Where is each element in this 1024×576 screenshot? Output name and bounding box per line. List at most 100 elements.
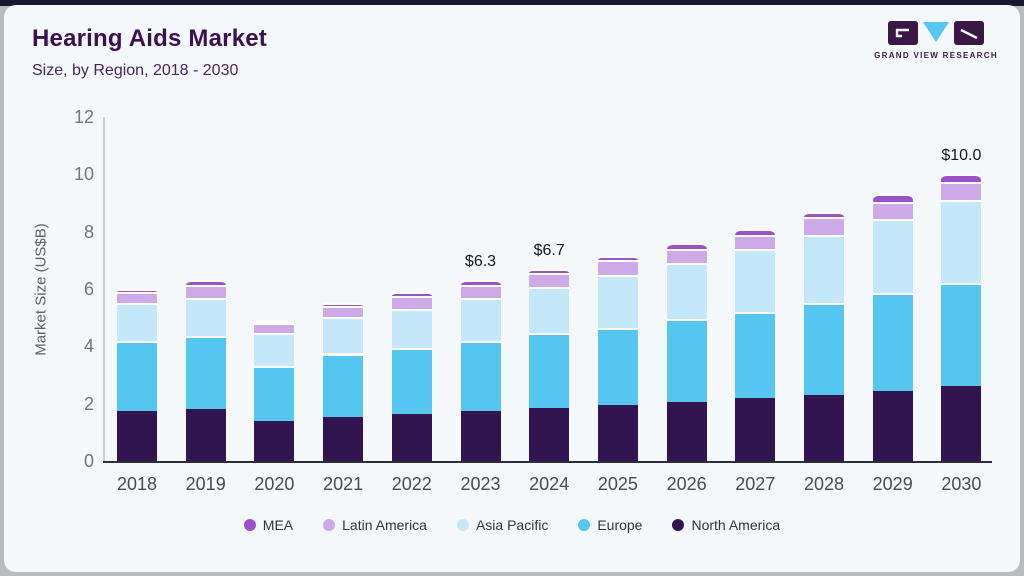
- gvr-logo-icon: [888, 21, 984, 47]
- x-axis-label-2020: 2020: [254, 474, 295, 494]
- bar-value-label-2023: $6.3: [464, 253, 497, 271]
- bar-segment-europe: [254, 366, 295, 421]
- bar-segment-north-america: [254, 420, 295, 461]
- x-axis-label-2023: 2023: [460, 474, 501, 494]
- bar-2023: [460, 280, 501, 461]
- stacked-bar-chart: Market Size (US$B) 0 2 4 6 8 10 12 2018 2019 2020…: [4, 5, 1020, 572]
- page-subtitle: Size, by Region, 2018 - 2030: [32, 62, 239, 79]
- gvr-g-block-icon: [888, 21, 918, 45]
- bar-2030: [941, 174, 982, 461]
- legend-dot-icon: [243, 519, 256, 531]
- bar-segment-north-america: [597, 405, 638, 461]
- page-title: Hearing Aids Market: [32, 25, 267, 52]
- bar-segment-latin-america: [872, 201, 913, 219]
- bar-segment-north-america: [804, 395, 844, 461]
- bar-segment-europe: [529, 333, 570, 408]
- y-axis-line: [103, 117, 105, 461]
- bar-segment-asia-pacific: [323, 317, 364, 354]
- bar-segment-asia-pacific: [597, 274, 638, 328]
- x-axis-line: [103, 461, 992, 463]
- bar-2028: [804, 211, 844, 461]
- legend-label: North America: [691, 517, 781, 533]
- bar-segment-asia-pacific: [117, 303, 157, 341]
- bar-2024: [529, 268, 570, 461]
- bar-segment-mea: [666, 243, 707, 249]
- bar-2027: [735, 228, 776, 461]
- y-tick-label: 4: [83, 336, 94, 357]
- x-axis-label-2029: 2029: [872, 474, 913, 494]
- y-tick-label: 2: [83, 393, 94, 414]
- bar-segment-latin-america: [460, 284, 501, 298]
- bar-segment-north-america: [185, 409, 226, 461]
- bar-segment-mea: [804, 211, 844, 218]
- chart-card: Hearing Aids Market Size, by Region, 201…: [4, 5, 1020, 572]
- bar-segment-europe: [597, 327, 638, 406]
- legend-dot-icon: [323, 519, 336, 531]
- bar-segment-north-america: [941, 386, 982, 461]
- bar-segment-mea: [941, 174, 982, 183]
- bar-2018: [117, 289, 157, 461]
- bar-segment-asia-pacific: [941, 200, 982, 284]
- x-axis-label-2024: 2024: [529, 474, 570, 494]
- bar-segment-latin-america: [391, 296, 432, 310]
- bar-2022: [391, 291, 432, 461]
- bar-segment-europe: [117, 340, 157, 411]
- legend-dot-icon: [456, 519, 469, 531]
- y-tick-label: 6: [83, 279, 94, 299]
- x-axis-label-2019: 2019: [185, 474, 226, 494]
- logo-text: GRAND VIEW RESEARCH: [874, 51, 998, 60]
- bar-segment-asia-pacific: [804, 234, 844, 304]
- bar-value-label-2030: $10.0: [941, 147, 982, 165]
- bar-segment-mea: [185, 280, 226, 285]
- bar-segment-asia-pacific: [460, 297, 501, 341]
- y-tick-label: 10: [73, 164, 94, 185]
- bar-segment-asia-pacific: [185, 297, 226, 337]
- legend-item-north-america: North America: [672, 517, 780, 533]
- legend-label: Latin America: [342, 517, 427, 533]
- bar-segment-europe: [804, 303, 844, 396]
- y-tick-label: 0: [83, 451, 94, 471]
- bar-segment-mea: [872, 194, 913, 202]
- bar-segment-north-america: [872, 390, 913, 461]
- bar-segment-mea: [323, 303, 364, 306]
- bar-segment-asia-pacific: [529, 286, 570, 334]
- x-axis-label-2022: 2022: [391, 474, 432, 494]
- bar-segment-mea: [391, 291, 432, 297]
- x-axis-label-2018: 2018: [116, 474, 158, 494]
- legend-item-latin-america: Latin America: [323, 517, 427, 533]
- bar-value-label-2024: $6.7: [533, 241, 565, 259]
- bar-segment-asia-pacific: [735, 248, 776, 312]
- bar-segment-europe: [735, 311, 776, 398]
- bar-segment-mea: [529, 268, 570, 274]
- y-axis-title: Market Size (US$B): [32, 223, 50, 356]
- x-axis-label-2025: 2025: [597, 474, 638, 494]
- gvr-v-triangle-icon: [923, 22, 949, 42]
- bar-segment-latin-america: [529, 273, 570, 287]
- bar-segment-asia-pacific: [666, 263, 707, 320]
- x-axis-label-2026: 2026: [666, 474, 707, 494]
- bar-segment-north-america: [735, 397, 776, 461]
- x-axis-label-2028: 2028: [803, 474, 845, 494]
- bar-2019: [185, 280, 226, 461]
- bar-segment-europe: [460, 340, 501, 411]
- bar-segment-latin-america: [597, 260, 638, 275]
- bar-2021: [323, 303, 364, 461]
- bar-segment-europe: [185, 336, 226, 410]
- bar-segment-latin-america: [117, 291, 157, 304]
- bar-segment-latin-america: [804, 217, 844, 235]
- legend-dot-icon: [578, 519, 591, 531]
- bar-2029: [872, 194, 913, 461]
- frame-top-border: [0, 0, 1024, 6]
- x-axis-label-2027: 2027: [735, 474, 776, 494]
- bar-segment-latin-america: [185, 284, 226, 298]
- bar-segment-north-america: [117, 410, 157, 461]
- bar-segment-latin-america: [735, 234, 776, 249]
- bar-2025: [597, 256, 638, 461]
- bar-segment-latin-america: [666, 248, 707, 264]
- bar-segment-mea: [460, 280, 501, 285]
- bar-segment-north-america: [529, 407, 570, 461]
- bar-segment-mea: [254, 320, 295, 324]
- bar-segment-latin-america: [941, 182, 982, 201]
- gvr-r-block-icon: [954, 21, 984, 45]
- bar-segment-asia-pacific: [254, 333, 295, 367]
